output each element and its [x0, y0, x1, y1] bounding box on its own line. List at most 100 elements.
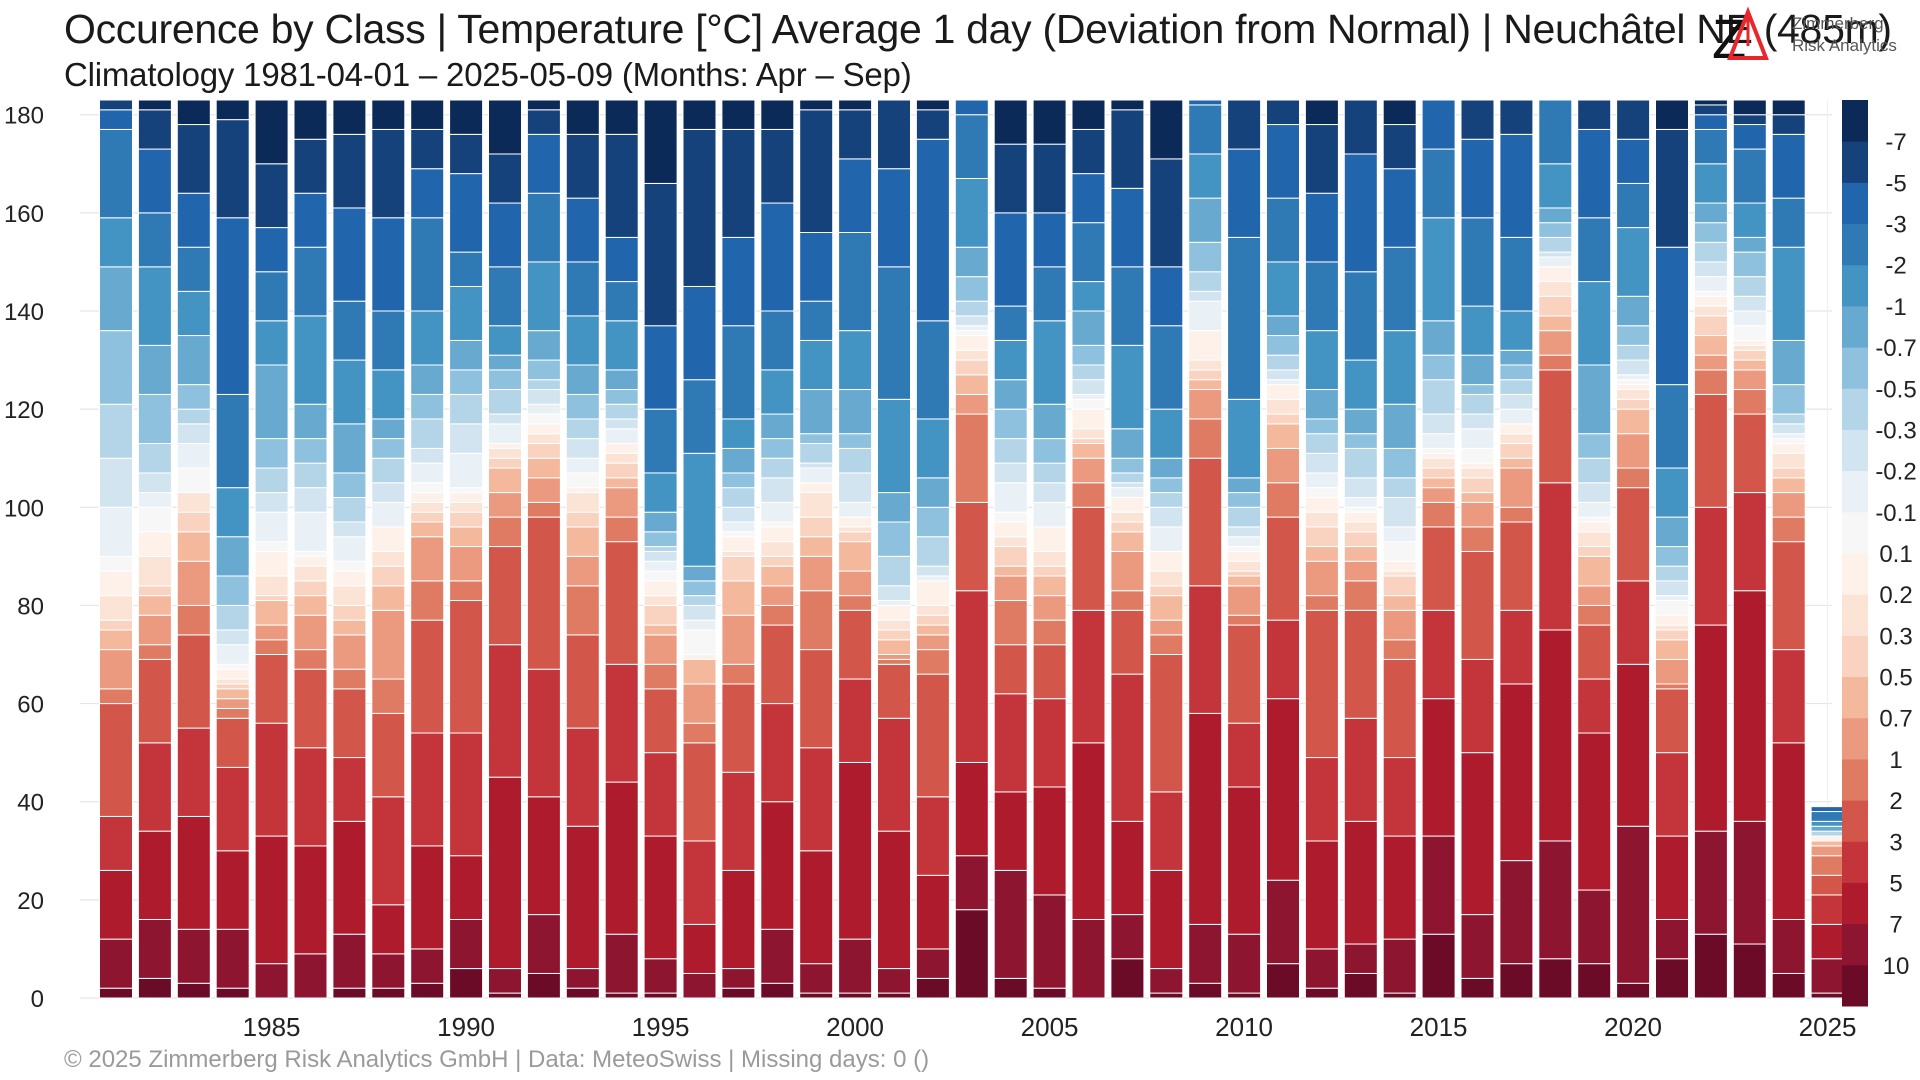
bar-segment [332, 133, 367, 209]
bar-segment [1149, 477, 1184, 494]
bar-segment [915, 634, 950, 651]
bar-segment [215, 487, 250, 538]
bar-segment [332, 668, 367, 690]
bar-segment [1460, 354, 1495, 386]
bar-segment [215, 850, 250, 930]
bar-segment [1732, 339, 1767, 346]
bar-segment [1421, 447, 1456, 454]
colorbar-label: -3 [1885, 212, 1906, 239]
bar-segment [1188, 197, 1223, 243]
bar-segment [410, 462, 445, 484]
bar-segment [99, 128, 133, 219]
x-tick-label: 2020 [1604, 1012, 1662, 1040]
bar-segment [215, 99, 250, 121]
bar-segment [1616, 408, 1651, 435]
bar-segment [954, 300, 989, 317]
bar-segment [1032, 565, 1067, 577]
bar-segment [1266, 354, 1300, 371]
bar-segment [526, 99, 561, 111]
bar-segment [1693, 290, 1728, 297]
bar-segment [1771, 246, 1806, 341]
bar-segment [215, 575, 250, 606]
bar-segment [1655, 688, 1689, 754]
bar-segment [99, 330, 133, 405]
bar-segment [526, 501, 561, 518]
bar-segment [838, 109, 873, 160]
bar-segment [1538, 629, 1573, 842]
bar-segment [449, 99, 484, 135]
bar-segment [1382, 168, 1417, 248]
bar-segment [1110, 531, 1145, 552]
bar-segment [215, 678, 250, 685]
bar-segment [1655, 99, 1689, 130]
colorbar-label: 0.1 [1879, 541, 1912, 568]
bar-segment [371, 482, 406, 503]
bar-segment [1732, 369, 1767, 391]
bar-segment [99, 649, 133, 690]
bar-segment [682, 722, 717, 744]
bar-segment [877, 968, 911, 994]
bar-segment [760, 801, 795, 930]
bar-segment [1538, 256, 1573, 268]
bar-segment [643, 595, 678, 606]
bar-segment [799, 433, 834, 444]
bar-segment [565, 487, 600, 494]
bar-segment [1693, 369, 1728, 395]
bar-segment [682, 619, 717, 631]
bar-segment [604, 133, 639, 238]
bar-segment [877, 830, 911, 970]
bar-segment [760, 369, 795, 415]
bar-segment [526, 330, 561, 361]
bar-segment [1499, 133, 1534, 238]
bar-segment [721, 968, 756, 989]
bar-segment [565, 511, 600, 528]
bar-segment [1110, 496, 1145, 513]
bar-segment [176, 124, 211, 194]
bar-segment [1149, 408, 1184, 459]
bar-segment [449, 487, 484, 494]
y-tick-label: 80 [17, 593, 44, 620]
bar-segment [954, 276, 989, 302]
bar-segment [1266, 482, 1300, 518]
bar-segment [1421, 99, 1456, 150]
bar-segment [488, 442, 522, 449]
bar-segment [526, 516, 561, 670]
bar-segment [254, 575, 289, 597]
bar-segment [99, 555, 133, 572]
bar-segment [1382, 757, 1417, 837]
bar-segment [1110, 609, 1145, 675]
bar-segment [1343, 546, 1378, 562]
bar-segment [1655, 835, 1689, 920]
bar-segment [1693, 354, 1728, 371]
bar-segment [332, 359, 367, 425]
bar-segment [1110, 511, 1145, 523]
bar-segment [1304, 511, 1339, 528]
bar-segment [1771, 649, 1806, 744]
bar-segment [1810, 806, 1845, 813]
bar-segment [1421, 217, 1456, 322]
bar-segment [215, 698, 250, 709]
colorbar-label: 0.5 [1879, 665, 1912, 692]
bar-segment [215, 604, 250, 631]
bar-segment [1343, 580, 1378, 611]
bar-segment [410, 217, 445, 312]
bar-segment [176, 467, 211, 494]
bar-segment [1693, 276, 1728, 292]
bar-segment [1771, 492, 1806, 518]
bar-segment [1771, 477, 1806, 494]
bar-segment [1071, 408, 1106, 430]
bar-segment [1071, 393, 1106, 400]
bar-segment [877, 585, 911, 602]
bar-segment [799, 649, 834, 749]
bar-segment [1304, 546, 1339, 562]
bar-segment [1304, 496, 1339, 513]
bar-segment [1266, 413, 1300, 425]
bar-segment [488, 968, 522, 994]
bar-segment [1266, 423, 1300, 449]
bar-segment [293, 668, 328, 749]
bar-segment [137, 212, 172, 268]
bar-segment [877, 639, 911, 656]
bar-segment [449, 369, 484, 395]
bar-segment [760, 521, 795, 528]
bar-segment [449, 452, 484, 489]
